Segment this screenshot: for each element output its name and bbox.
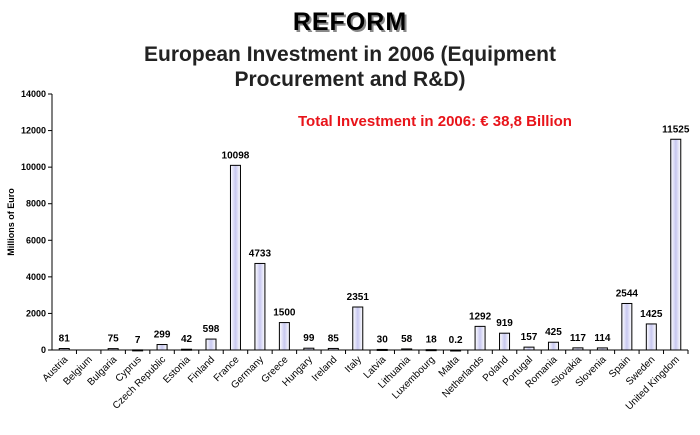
bar [401, 348, 413, 351]
chart-title-line1: European Investment in 2006 (Equipment [144, 43, 556, 66]
data-label: 4733 [249, 248, 272, 259]
y-axis-label: Millions of Euro [6, 188, 16, 256]
data-label: 425 [545, 327, 562, 338]
bar [596, 347, 608, 351]
bar [107, 348, 119, 351]
data-label: 7 [135, 335, 141, 346]
category-label: Ireland [310, 354, 339, 383]
chart-title-line2: Procurement and R&D) [234, 68, 466, 91]
bar [205, 338, 217, 351]
bar [278, 322, 290, 351]
y-tick-label: 2000 [26, 308, 46, 318]
category-label: Finland [186, 354, 217, 385]
y-tick-label: 8000 [26, 199, 46, 209]
bar [229, 164, 241, 351]
bar [645, 323, 657, 351]
data-label: 157 [521, 332, 538, 343]
bar [181, 348, 193, 351]
data-label: 99 [303, 333, 315, 344]
y-tick-label: 14000 [21, 89, 46, 99]
y-tick-label: 6000 [26, 235, 46, 245]
bar [572, 347, 584, 351]
bar [327, 347, 339, 351]
data-label: 58 [401, 334, 413, 345]
bar [58, 348, 70, 351]
bar [254, 262, 266, 351]
header-title: REFORM [292, 8, 408, 36]
bar [425, 349, 437, 352]
bar [547, 341, 559, 351]
category-label: Italy [343, 354, 364, 375]
y-tick-label: 4000 [26, 272, 46, 282]
data-label: 2544 [616, 288, 639, 299]
data-label: 30 [377, 334, 389, 345]
bar [352, 306, 364, 351]
data-label: 114 [594, 333, 611, 344]
data-label: 75 [108, 334, 120, 345]
data-label: 0.2 [449, 335, 463, 346]
y-tick-label: 12000 [21, 126, 46, 136]
data-label: 919 [496, 318, 513, 329]
bar [670, 138, 682, 351]
y-tick-label: 10000 [21, 162, 46, 172]
bar [132, 349, 144, 352]
data-label: 11525 [662, 124, 690, 135]
chart-title: European Investment in 2006 (Equipment P… [0, 42, 700, 92]
bar [499, 332, 511, 351]
bar [450, 349, 462, 352]
data-label: 598 [203, 324, 220, 335]
annotation: Total Investment in 2006: € 38,8 Billion [298, 113, 572, 130]
data-label: 299 [154, 330, 171, 341]
data-label: 1425 [640, 309, 663, 320]
y-tick-label: 0 [41, 345, 46, 355]
bar [156, 344, 168, 351]
bar [376, 348, 388, 351]
data-label: 18 [426, 335, 438, 346]
data-label: 85 [328, 333, 340, 344]
bar [621, 302, 633, 351]
bar [474, 325, 486, 351]
bar [303, 347, 315, 351]
data-label: 2351 [347, 292, 370, 303]
data-label: 10098 [222, 150, 250, 161]
data-label: 1292 [469, 311, 492, 322]
data-label: 117 [570, 333, 587, 344]
data-label: 1500 [273, 308, 296, 319]
data-label: 42 [181, 334, 193, 345]
data-label: 81 [59, 334, 71, 345]
bar [523, 346, 535, 351]
